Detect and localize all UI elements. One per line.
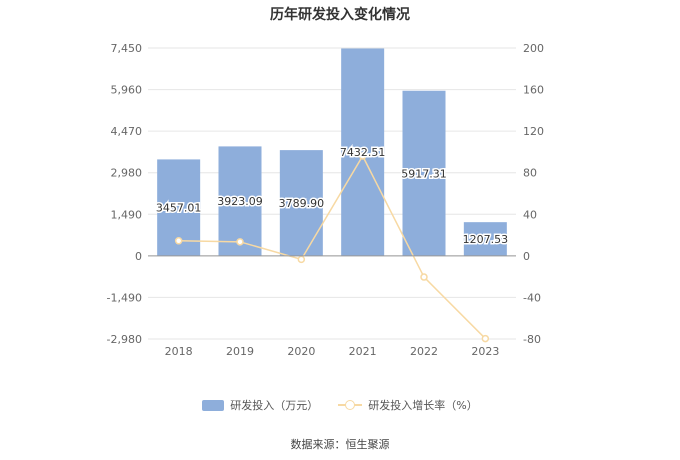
bar-value-label: 3457.01 bbox=[156, 202, 202, 215]
growth-rate-line bbox=[178, 154, 486, 340]
x-tick-label: 2021 bbox=[349, 345, 377, 358]
bar-value-label: 1207.53 bbox=[463, 233, 509, 246]
legend-item-line[interactable]: 研发投入增长率（%） bbox=[338, 397, 478, 413]
x-tick-label: 2018 bbox=[165, 345, 193, 358]
y-right-tick-label: 200 bbox=[523, 42, 544, 55]
y-left-tick-label: -1,490 bbox=[107, 291, 142, 304]
y-right-tick-label: -80 bbox=[523, 333, 541, 346]
chart-title: 历年研发投入变化情况 bbox=[270, 7, 410, 23]
y-left-tick-label: 1,490 bbox=[111, 208, 143, 221]
bar-value-label: 7432.51 bbox=[340, 146, 386, 159]
legend-line-swatch bbox=[338, 399, 363, 411]
bar-2019[interactable] bbox=[218, 146, 262, 256]
y-left-tick-label: 0 bbox=[135, 250, 142, 263]
bar-value-label: 3789.90 bbox=[279, 197, 325, 210]
y-left-tick-label: 2,980 bbox=[111, 167, 143, 180]
chart-legend: 研发投入（万元） 研发投入增长率（%） bbox=[0, 397, 680, 413]
bar-value-label: 3923.09 bbox=[217, 195, 263, 208]
legend-item-bar[interactable]: 研发投入（万元） bbox=[202, 397, 318, 413]
growth-rate-point-2018[interactable] bbox=[174, 237, 183, 245]
data-source-note: 数据来源：恒生聚源 bbox=[290, 438, 390, 451]
growth-rate-point-2021[interactable] bbox=[358, 152, 367, 160]
legend-bar-swatch bbox=[202, 399, 225, 411]
legend-line-label: 研发投入增长率（%） bbox=[368, 399, 478, 412]
x-tick-label: 2020 bbox=[287, 345, 315, 358]
legend-bar-label: 研发投入（万元） bbox=[230, 399, 319, 412]
y-left-tick-label: 4,470 bbox=[111, 125, 143, 138]
bar-2021[interactable] bbox=[341, 48, 385, 256]
bar-value-label: 5917.31 bbox=[401, 167, 447, 180]
growth-rate-point-2022[interactable] bbox=[420, 273, 428, 281]
bar-2020[interactable] bbox=[279, 150, 323, 256]
x-tick-label: 2019 bbox=[226, 345, 254, 358]
y-right-tick-label: 40 bbox=[523, 208, 537, 221]
y-right-tick-label: -40 bbox=[523, 291, 541, 304]
y-right-tick-label: 80 bbox=[523, 167, 537, 180]
x-tick-label: 2023 bbox=[471, 345, 499, 358]
growth-rate-point-2019[interactable] bbox=[236, 238, 244, 246]
bar-2022[interactable] bbox=[402, 90, 446, 256]
y-left-tick-label: 7,450 bbox=[111, 42, 143, 55]
y-right-tick-label: 160 bbox=[523, 84, 544, 97]
growth-rate-point-2023[interactable] bbox=[481, 334, 490, 343]
x-tick-label: 2022 bbox=[410, 345, 438, 358]
y-right-tick-label: 0 bbox=[523, 250, 530, 263]
bar-2023[interactable] bbox=[463, 222, 507, 256]
y-right-tick-label: 120 bbox=[523, 125, 544, 138]
y-left-tick-label: 5,960 bbox=[111, 84, 143, 97]
y-left-tick-label: -2,980 bbox=[107, 333, 142, 346]
growth-rate-point-2020[interactable] bbox=[297, 255, 306, 264]
